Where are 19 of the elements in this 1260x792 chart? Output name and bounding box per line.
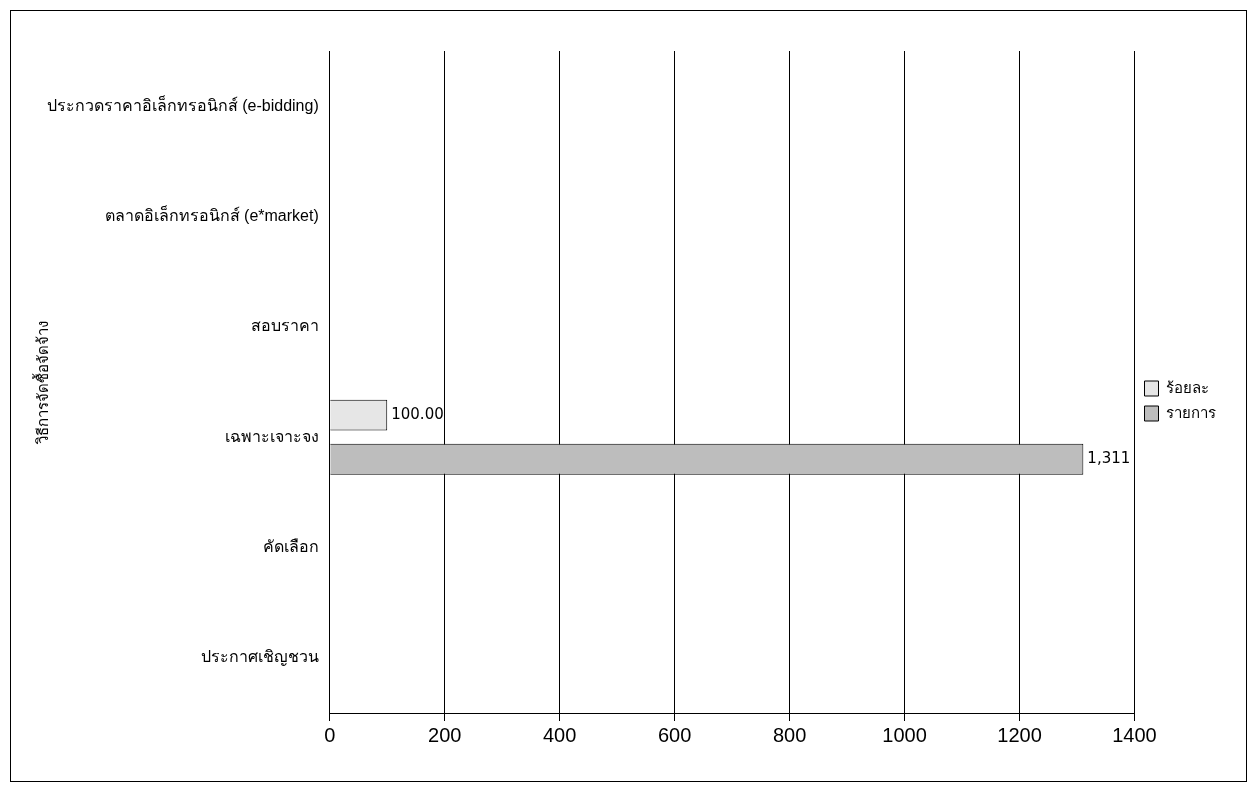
x-tick-label: 1000	[882, 723, 927, 746]
y-tick-label: ประกวดราคาอิเล็กทรอนิกส์ (e-bidding)	[46, 94, 319, 114]
x-tick-label: 1400	[1112, 723, 1157, 746]
legend-label: ร้อยละ	[1166, 378, 1209, 396]
x-tick-label: 800	[772, 723, 807, 746]
y-tick-label: สอบราคา	[250, 317, 319, 335]
data-label: 100.00	[391, 404, 444, 423]
x-tick-label: 0	[324, 723, 336, 746]
y-tick-label: คัดเลือก	[262, 537, 319, 555]
legend-label: รายการ	[1166, 403, 1216, 421]
x-tick-label: 200	[428, 723, 462, 746]
data-label: 1,311	[1087, 449, 1131, 468]
y-tick-label: เฉพาะเจาะจง	[224, 427, 319, 445]
y-tick-label: ประกาศเชิญชวน	[200, 648, 319, 667]
x-tick-label: 400	[542, 723, 577, 746]
x-tick-label: 600	[657, 723, 692, 746]
y-tick-label: ตลาดอิเล็กทรอนิกส์ (e*market)	[104, 204, 319, 224]
x-tick-label: 1200	[997, 723, 1042, 746]
y-axis-title: วิธีการจัดซื้อจัดจ้าง	[32, 320, 52, 445]
